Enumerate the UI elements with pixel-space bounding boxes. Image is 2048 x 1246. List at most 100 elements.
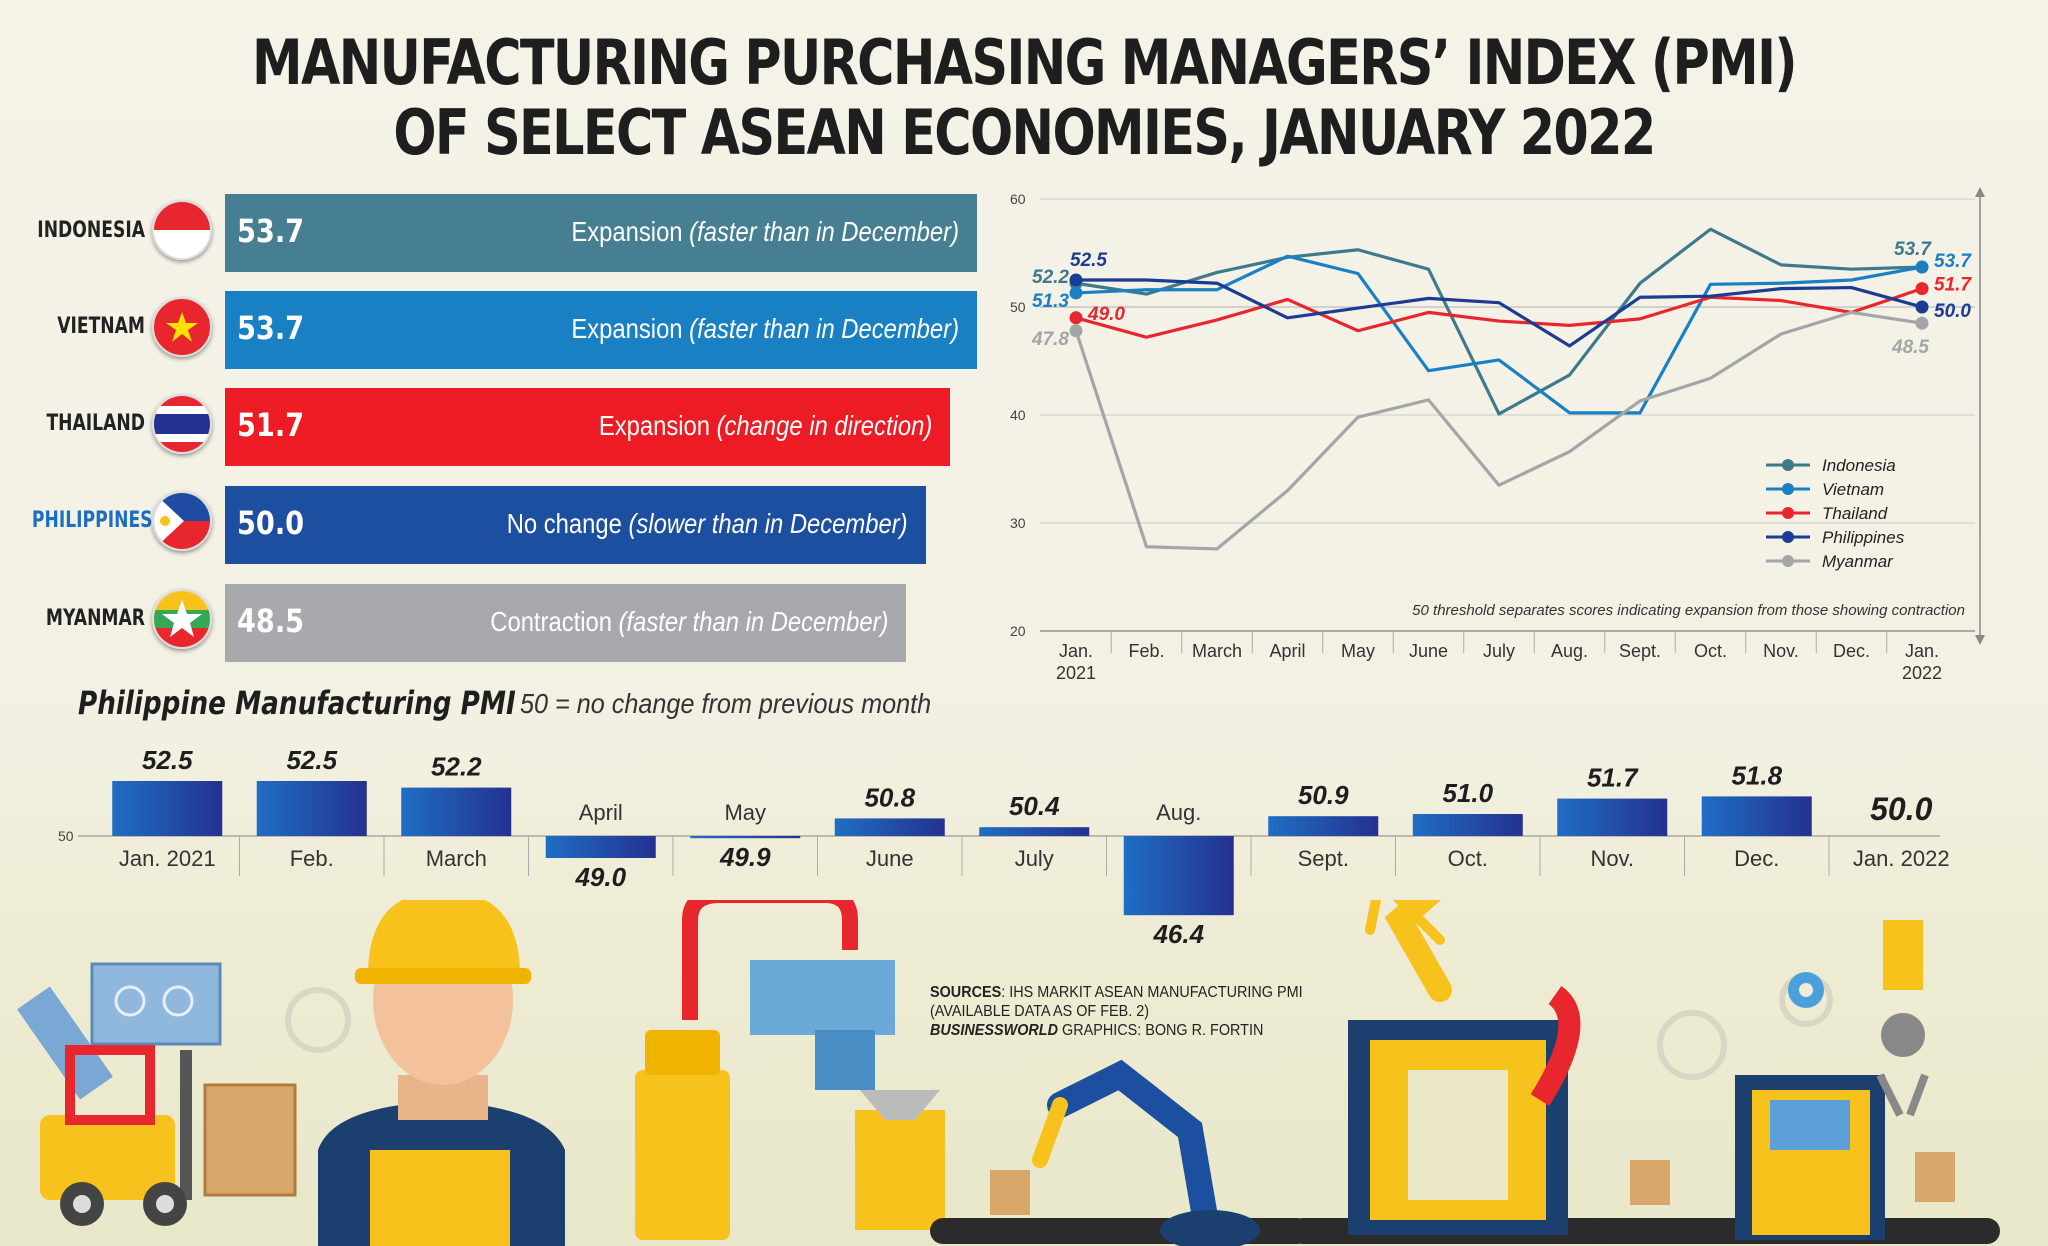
line-vietnam <box>1075 254 1923 415</box>
robot-arm-icon <box>1032 900 1452 1246</box>
forklift-icon <box>40 1045 297 1226</box>
end-point-vietnam <box>1915 260 1929 274</box>
month-label: June <box>866 846 914 871</box>
end-label-philippines: 50.0 <box>1934 301 1971 322</box>
pmi-status-philippines: No change (slower than in December) <box>507 508 908 539</box>
legend-marker <box>1782 483 1794 495</box>
start-label-thailand: 49.0 <box>1087 304 1125 325</box>
pmi-bar-7 <box>1123 836 1234 916</box>
end-label-thailand: 51.7 <box>1934 275 1972 296</box>
legend-label: Myanmar <box>1822 552 1894 571</box>
pmi-bar-indonesia: 53.7 Expansion (faster than in December) <box>225 194 977 272</box>
pmi-bar-3 <box>545 836 656 858</box>
pmi-value-label: 52.2 <box>431 752 482 782</box>
baseline-label: 50 <box>58 828 74 844</box>
legend-marker <box>1782 555 1794 567</box>
start-point-philippines <box>1069 273 1083 287</box>
pmi-value-label: 51.0 <box>1442 778 1493 808</box>
pmi-status-indonesia: Expansion (faster than in December) <box>571 216 959 247</box>
thailand-flag-icon <box>152 394 212 454</box>
pmi-bar-9 <box>1412 814 1523 836</box>
legend-label: Philippines <box>1822 528 1905 547</box>
gear-icon <box>1788 972 1824 1008</box>
pmi-value-label: 50.4 <box>1009 791 1060 821</box>
philippine-pmi-subtitle: 50 = no change from previous month <box>520 688 932 719</box>
y-tick-label: 50 <box>1010 299 1026 315</box>
x-tick-label: Oct. <box>1694 641 1727 661</box>
line-philippines <box>1076 278 1923 348</box>
x-tick-label: 2022 <box>1902 663 1942 683</box>
start-point-vietnam <box>1069 286 1083 300</box>
y-tick-label: 40 <box>1010 407 1026 423</box>
pmi-value-label: 51.8 <box>1731 760 1782 790</box>
worker-icon <box>318 900 565 1246</box>
pmi-bar-2 <box>401 787 512 836</box>
line-thailand <box>1075 287 1923 339</box>
month-label: Feb. <box>290 846 334 871</box>
pmi-bar-11 <box>1701 796 1812 836</box>
y-tick-label: 20 <box>1010 623 1026 639</box>
legend-marker <box>1782 531 1794 543</box>
indonesia-flag-icon <box>152 200 212 260</box>
end-label-vietnam: 53.7 <box>1934 251 1972 272</box>
pmi-value-label: 46.4 <box>1152 919 1204 949</box>
title-line-2: OF SELECT ASEAN ECONOMIES, JANUARY 2022 <box>393 96 1656 169</box>
x-tick-label: July <box>1483 641 1515 661</box>
start-label-vietnam: 51.3 <box>1032 291 1069 312</box>
x-tick-label: 2021 <box>1056 663 1096 683</box>
title-line-1: MANUFACTURING PURCHASING MANAGERS’ INDEX… <box>252 26 1798 99</box>
x-tick-label: Dec. <box>1833 641 1870 661</box>
factory-illustration <box>17 900 2000 1246</box>
philippine-pmi-title: Philippine Manufacturing PMI <box>78 684 516 722</box>
month-label: March <box>426 846 487 871</box>
x-tick-label: Feb. <box>1128 641 1164 661</box>
pmi-bar-philippines: 50.0 No change (slower than in December) <box>225 486 926 564</box>
line-indonesia <box>1075 227 1923 416</box>
end-point-philippines <box>1915 300 1929 314</box>
arrow-down-icon <box>1975 635 1985 645</box>
month-label: April <box>579 800 623 825</box>
line-myanmar <box>1074 310 1923 551</box>
vietnam-flag-icon <box>152 297 212 357</box>
month-label: Oct. <box>1448 846 1488 871</box>
pmi-status-vietnam: Expansion (faster than in December) <box>571 313 959 344</box>
pmi-bar-8 <box>1268 816 1379 836</box>
arrow-up-icon <box>1975 187 1985 197</box>
legend-marker <box>1782 459 1794 471</box>
month-label: Sept. <box>1298 846 1349 871</box>
hose-machine-icon <box>635 900 945 1240</box>
month-label: Nov. <box>1590 846 1634 871</box>
pmi-bar-4 <box>690 836 801 839</box>
pmi-bar-6 <box>979 827 1090 836</box>
threshold-annotation: 50 threshold separates scores indicating… <box>1412 602 1965 619</box>
y-tick-label: 30 <box>1010 515 1026 531</box>
start-point-myanmar <box>1069 324 1083 338</box>
month-label: Aug. <box>1156 800 1201 825</box>
gear-outline-icon <box>285 973 1833 1080</box>
end-label-myanmar: 48.5 <box>1891 337 1929 358</box>
pmi-value-myanmar: 48.5 <box>237 602 305 640</box>
legend-label: Thailand <box>1822 504 1888 523</box>
pmi-value-label: 49.0 <box>574 862 626 892</box>
philippines-flag-icon <box>152 491 212 551</box>
legend-marker <box>1782 507 1794 519</box>
x-tick-label: March <box>1192 641 1242 661</box>
month-label: Dec. <box>1734 846 1779 871</box>
end-label-indonesia: 53.7 <box>1894 239 1932 260</box>
pmi-value-indonesia: 53.7 <box>237 212 305 250</box>
month-label: May <box>724 800 766 825</box>
month-label: July <box>1015 846 1054 871</box>
pmi-bar-10 <box>1557 798 1668 836</box>
country-label-myanmar: MYANMAR <box>45 606 146 631</box>
pmi-value-label: 50.9 <box>1298 780 1349 810</box>
pmi-bar-vietnam: 53.7 Expansion (faster than in December) <box>225 291 977 369</box>
country-label-thailand: THAILAND <box>46 411 145 436</box>
pmi-bar-1 <box>256 781 367 836</box>
country-label-philippines: PHILIPPINES <box>31 508 153 533</box>
legend-label: Indonesia <box>1822 456 1896 475</box>
pmi-value-vietnam: 53.7 <box>237 309 305 347</box>
x-tick-label: Sept. <box>1619 641 1661 661</box>
start-label-myanmar: 47.8 <box>1031 329 1069 350</box>
pmi-bar-myanmar: 48.5 Contraction (faster than in Decembe… <box>225 584 906 662</box>
